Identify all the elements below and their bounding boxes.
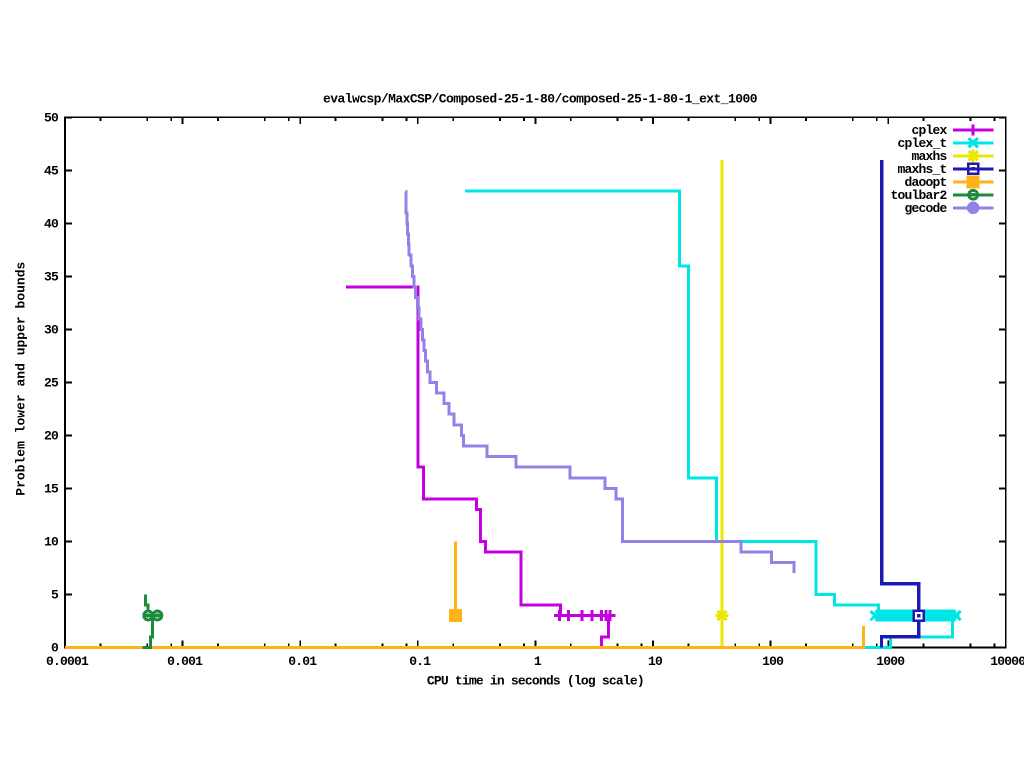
svg-text:10: 10 bbox=[44, 535, 59, 550]
svg-text:evalwcsp/MaxCSP/Composed-25-1-: evalwcsp/MaxCSP/Composed-25-1-80/compose… bbox=[323, 92, 758, 107]
svg-text:40: 40 bbox=[44, 217, 59, 232]
svg-text:20: 20 bbox=[44, 429, 59, 444]
svg-text:45: 45 bbox=[44, 164, 59, 179]
svg-text:0.0001: 0.0001 bbox=[46, 654, 89, 669]
svg-text:CPU time in seconds (log scale: CPU time in seconds (log scale) bbox=[427, 674, 644, 689]
svg-text:1: 1 bbox=[534, 654, 542, 669]
svg-text:1000: 1000 bbox=[876, 654, 905, 669]
svg-text:50: 50 bbox=[44, 111, 59, 126]
svg-text:0: 0 bbox=[51, 641, 59, 656]
svg-text:35: 35 bbox=[44, 270, 59, 285]
svg-text:15: 15 bbox=[44, 482, 59, 497]
svg-text:0.01: 0.01 bbox=[288, 654, 317, 669]
svg-text:maxhs_t: maxhs_t bbox=[897, 162, 946, 177]
svg-text:cplex: cplex bbox=[911, 123, 947, 138]
svg-text:0.1: 0.1 bbox=[409, 654, 431, 669]
svg-text:cplex_t: cplex_t bbox=[897, 136, 946, 151]
svg-text:30: 30 bbox=[44, 323, 59, 338]
svg-text:Problem lower and upper bounds: Problem lower and upper bounds bbox=[14, 261, 29, 495]
svg-text:toulbar2: toulbar2 bbox=[890, 188, 947, 203]
svg-text:10: 10 bbox=[648, 654, 663, 669]
svg-text:10000: 10000 bbox=[990, 654, 1024, 669]
svg-text:100: 100 bbox=[762, 654, 784, 669]
svg-text:maxhs: maxhs bbox=[911, 149, 947, 164]
svg-text:5: 5 bbox=[51, 588, 59, 603]
svg-text:daoopt: daoopt bbox=[904, 175, 946, 190]
svg-text:gecode: gecode bbox=[904, 201, 947, 216]
svg-text:0.001: 0.001 bbox=[167, 654, 203, 669]
svg-text:25: 25 bbox=[44, 376, 59, 391]
